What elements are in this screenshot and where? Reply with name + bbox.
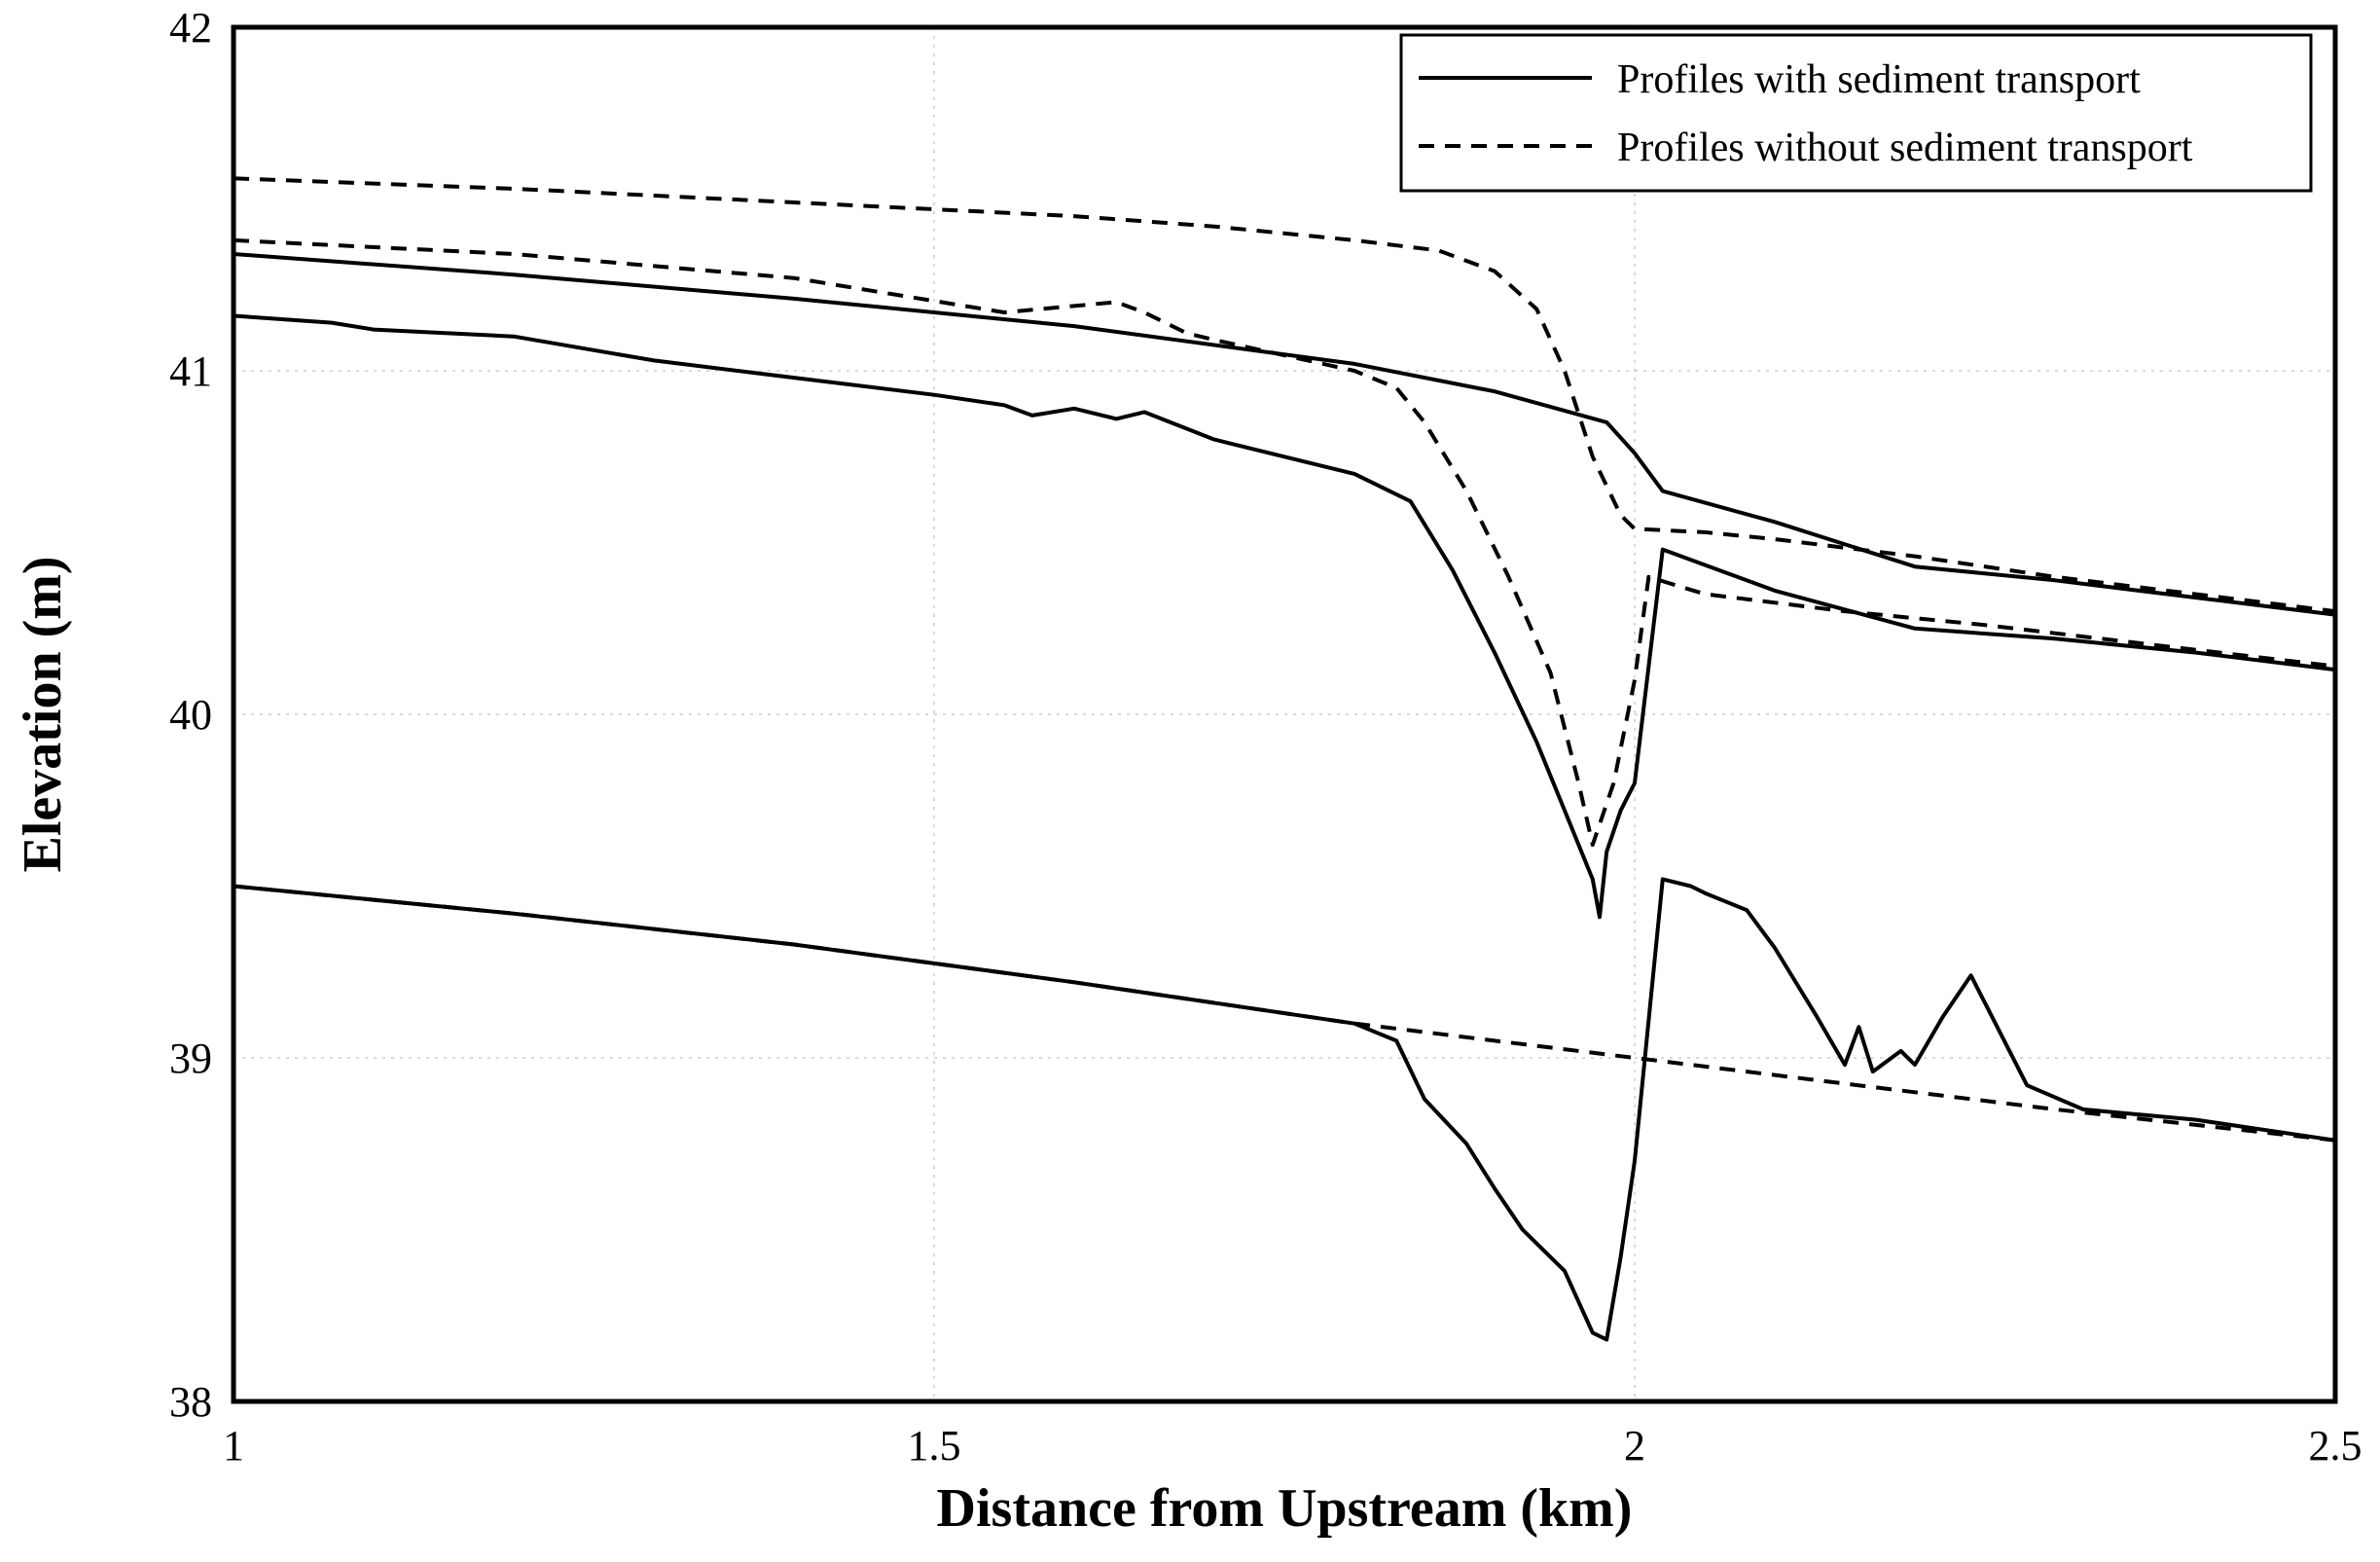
- plot-frame: [231, 24, 2338, 1404]
- profile-without-sediment-line: [233, 237, 2336, 848]
- y-tick-label: 38: [169, 1378, 212, 1426]
- x-tick-label: 1.5: [908, 1422, 961, 1470]
- legend-label-with-sediment: Profiles with sediment transport: [1617, 57, 2141, 102]
- legend-box: [1399, 33, 2313, 193]
- x-tick-label: 1: [223, 1422, 244, 1470]
- legend-label-without-sediment: Profiles without sediment transport: [1617, 126, 2193, 170]
- profile-without-sediment-line: [233, 176, 2336, 614]
- y-axis-label: Elevation (m): [13, 556, 73, 872]
- x-tick-label: 2: [1624, 1422, 1645, 1470]
- y-tick-label: 41: [169, 347, 212, 395]
- x-tick-label: 2.5: [2309, 1422, 2362, 1470]
- y-tick-label: 39: [169, 1035, 212, 1082]
- y-tick-label: 42: [169, 4, 212, 52]
- x-axis-label: Distance from Upstream (km): [937, 1478, 1633, 1539]
- profile-with-sediment-line: [233, 252, 2336, 617]
- y-tick-label: 40: [169, 691, 212, 739]
- tick-labels: 1 1.5 2 2.5 38 39 40 41 42: [169, 4, 2362, 1470]
- series-lines: [233, 176, 2336, 1342]
- profile-with-sediment-line: [233, 313, 2336, 920]
- legend: Profiles with sediment transport Profile…: [1399, 33, 2313, 193]
- profile-with-sediment-line: [233, 877, 2336, 1342]
